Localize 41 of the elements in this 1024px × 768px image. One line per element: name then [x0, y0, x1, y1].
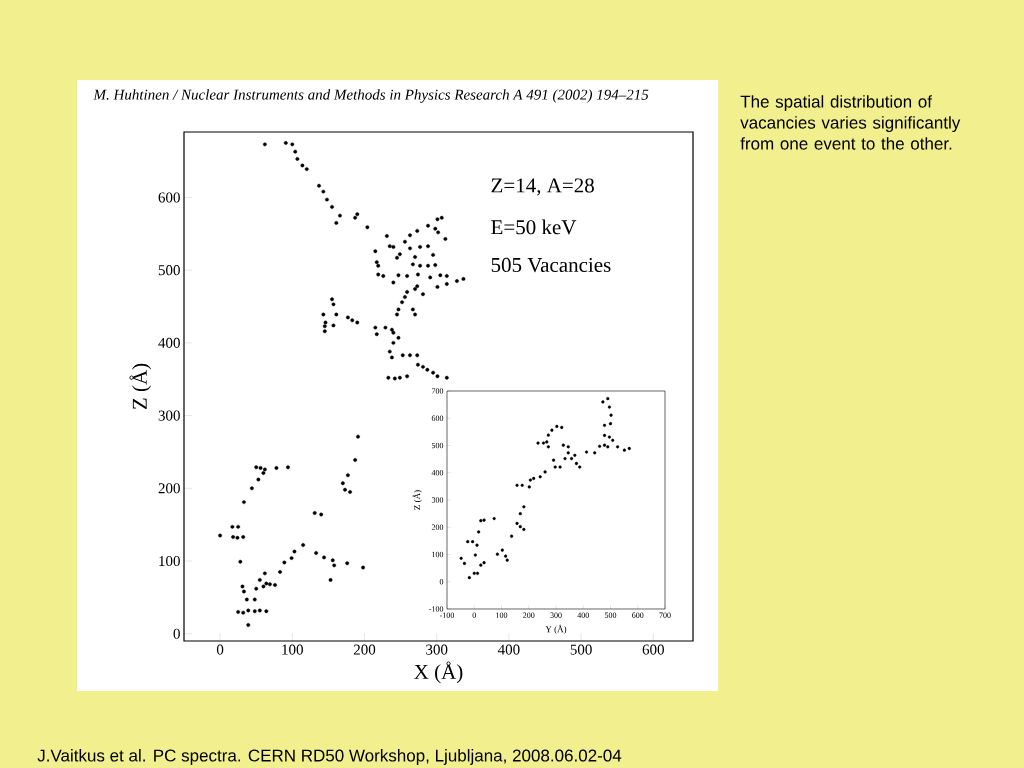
y-tick-label: 400 [158, 337, 180, 348]
y-tick-label: 0 [439, 579, 444, 585]
y-tick-label: 0 [173, 628, 180, 639]
x-tick-label: 100 [282, 644, 303, 655]
y-tick-label: 300 [431, 497, 444, 503]
y-tick-label: 100 [159, 555, 180, 567]
x-tick-label: 500 [604, 612, 617, 618]
y-tick-label: 700 [432, 388, 444, 394]
y-tick-label: 100 [432, 551, 444, 558]
x-tick-label: 700 [659, 612, 671, 618]
y-tick-label: 300 [158, 410, 180, 421]
y-tick-label: 500 [158, 265, 180, 276]
y-tick-label: -100 [429, 606, 444, 612]
x-tick-label: 200 [353, 644, 376, 655]
x-axis-title: Y (Å) [545, 624, 567, 635]
x-tick-label: 600 [642, 644, 664, 655]
x-tick-label: -100 [439, 612, 455, 618]
x-tick-label: 500 [570, 644, 592, 655]
annotation: 505 Vacancies [491, 257, 611, 273]
x-tick-label: 200 [523, 612, 535, 618]
x-tick-label: 600 [632, 612, 644, 618]
annotation: E=50 keV [491, 219, 577, 235]
y-axis-title: Z (Å) [129, 363, 152, 410]
x-tick-label: 300 [550, 612, 562, 618]
x-axis-title: X (Å) [414, 661, 463, 684]
y-tick-label: 600 [158, 192, 180, 203]
y-tick-label: 600 [431, 415, 444, 421]
y-tick-label: 400 [431, 470, 444, 476]
x-tick-label: 400 [497, 644, 520, 655]
x-tick-label: 0 [216, 644, 224, 655]
text: The spatial distribution of vacancies varies significantly from one event to the other. [740, 95, 961, 150]
annotation: Z=14, A=28 [491, 178, 594, 196]
chart-title: M. Huhtinen / Nuclear Instruments and Methods in Physics Research A 491 (2002) 194–215 [93, 89, 649, 103]
y-tick-label: 200 [431, 524, 444, 530]
y-tick-label: 500 [431, 442, 444, 449]
text: J.Vaitkus et al. PC spectra. CERN RD50 Workshop, Ljubljana, 2008.06.02-04 [37, 749, 622, 765]
x-tick-label: 400 [577, 612, 589, 618]
x-tick-label: 0 [472, 612, 476, 618]
y-axis-title: Z (Å) [412, 490, 422, 510]
y-tick-label: 200 [158, 483, 180, 494]
x-tick-label: 100 [496, 612, 508, 618]
